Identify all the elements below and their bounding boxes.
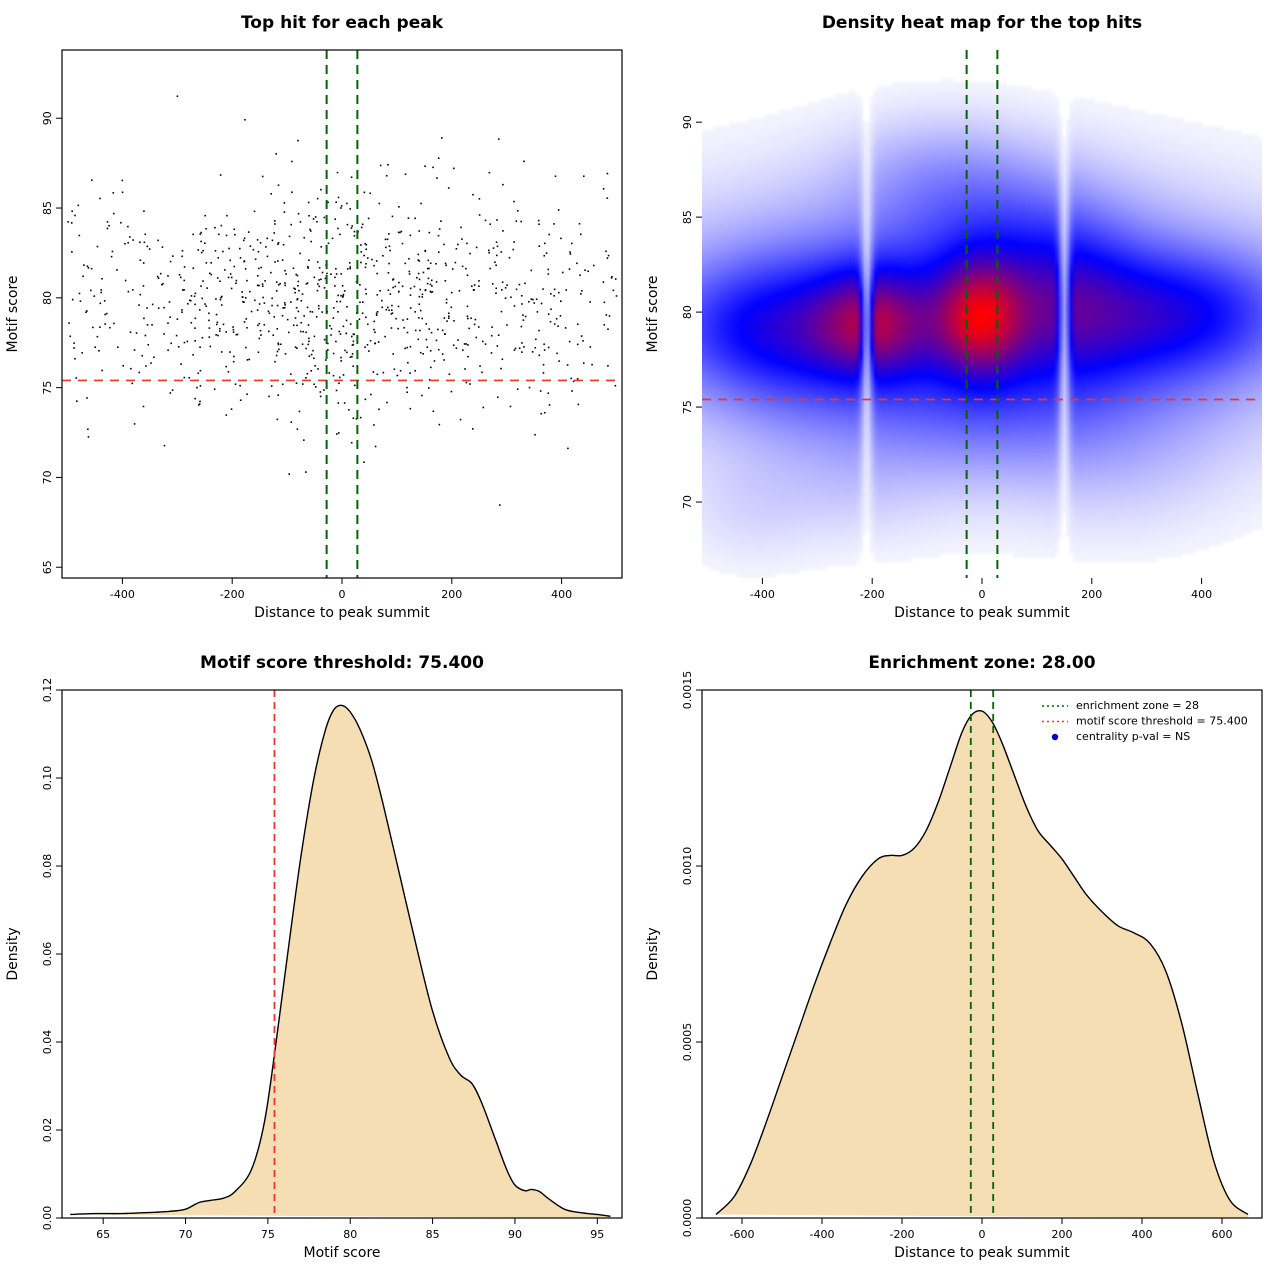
y-axis-label: Motif score: [5, 275, 21, 353]
x-axis-label: Distance to peak summit: [894, 1245, 1070, 1261]
scatter-plot-canvas: [0, 0, 640, 640]
panel-motif-score-density: Motif score threshold: 75.400 Motif scor…: [0, 640, 640, 1280]
panel-density-heatmap: Density heat map for the top hits Distan…: [640, 0, 1280, 640]
panel-scatter-top-hits: Top hit for each peak Distance to peak s…: [0, 0, 640, 640]
panel-title: Density heat map for the top hits: [821, 13, 1143, 33]
x-axis-label: Distance to peak summit: [254, 605, 430, 621]
heatmap-canvas: [640, 0, 1280, 640]
y-axis-label: Density: [645, 927, 661, 981]
x-axis-label: Motif score: [303, 1245, 381, 1261]
panel-title: Top hit for each peak: [240, 13, 444, 33]
panel-title: Enrichment zone: 28.00: [868, 653, 1096, 673]
y-axis-label: Motif score: [645, 275, 661, 353]
density-plot-canvas: [640, 640, 1280, 1280]
panel-distance-density: Enrichment zone: 28.00 Distance to peak …: [640, 640, 1280, 1280]
x-axis-label: Distance to peak summit: [894, 605, 1070, 621]
panel-title: Motif score threshold: 75.400: [200, 653, 484, 673]
y-axis-label: Density: [5, 927, 21, 981]
density-plot-canvas: [0, 640, 640, 1280]
